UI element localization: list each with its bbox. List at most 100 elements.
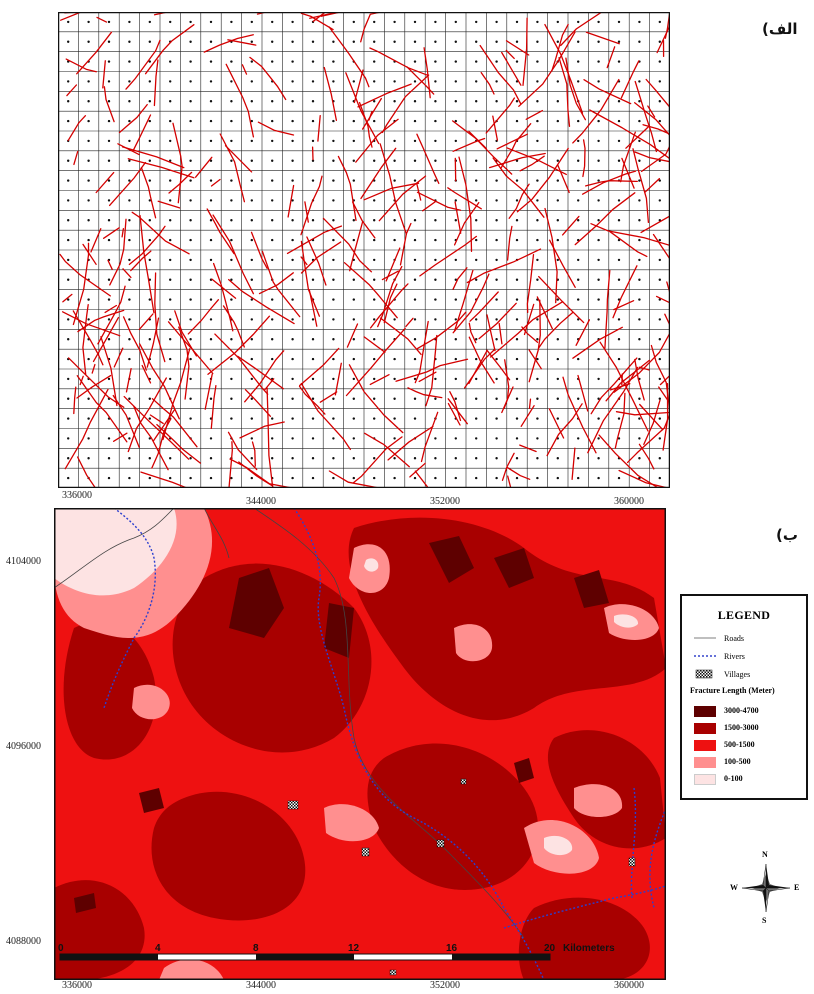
grid-centroid-dot	[413, 60, 417, 63]
grid-centroid-dot	[230, 159, 233, 162]
grid-centroid-dot	[250, 397, 253, 400]
fracture-line	[96, 16, 108, 23]
grid-centroid-dot	[291, 357, 294, 361]
grid-centroid-dot	[209, 397, 213, 400]
fracture-line	[61, 311, 121, 337]
grid-centroid-dot	[250, 80, 253, 83]
grid-centroid-dot	[577, 80, 580, 83]
grid-centroid-dot	[577, 219, 580, 222]
grid-centroid-dot	[577, 357, 580, 361]
grid-centroid-dot	[475, 397, 478, 400]
grid-centroid-dot	[556, 377, 559, 381]
grid-centroid-dot	[128, 238, 131, 242]
grid-centroid-dot	[556, 80, 559, 83]
grid-centroid-dot	[87, 159, 90, 162]
grid-centroid-dot	[434, 159, 437, 162]
fracture-line	[66, 84, 78, 97]
grid-centroid-dot	[597, 238, 600, 242]
fracture-line	[419, 235, 478, 277]
bottom-ytick-1: 4104000	[6, 556, 41, 567]
grid-centroid-dot	[393, 159, 396, 162]
fracture-line	[537, 311, 574, 349]
fracture-line	[620, 60, 640, 99]
fracture-line	[76, 375, 128, 443]
grid-centroid-dot	[87, 417, 90, 420]
fracture-line	[572, 326, 623, 359]
grid-centroid-dot	[271, 139, 274, 143]
compass-n: N	[762, 850, 768, 859]
fracture-line	[138, 343, 180, 420]
fracture-line	[172, 122, 183, 204]
fracture-line	[420, 411, 439, 463]
grid-centroid-dot	[515, 298, 519, 301]
grid-centroid-dot	[556, 199, 559, 202]
grid-centroid-dot	[536, 179, 539, 182]
fracture-line	[328, 26, 370, 88]
grid-centroid-dot	[658, 139, 661, 143]
fracture-line	[506, 225, 513, 261]
fracture-line	[239, 421, 285, 439]
grid-centroid-dot	[67, 179, 70, 182]
fracture-line	[406, 66, 435, 95]
fracture-line	[501, 452, 515, 481]
fracture-line	[605, 359, 650, 402]
fracture-line	[144, 24, 195, 75]
grid-centroid-dot	[128, 179, 131, 182]
grid-centroid-dot	[67, 417, 70, 420]
fracture-line	[131, 211, 190, 255]
fracture-line	[521, 326, 539, 343]
grid-centroid-dot	[658, 20, 661, 24]
legend-class-4: 100-500	[724, 757, 751, 766]
fracture-line	[551, 23, 569, 72]
fracture-line	[590, 357, 638, 415]
grid-centroid-dot	[311, 417, 315, 420]
grid-centroid-dot	[169, 119, 172, 123]
grid-centroid-dot	[495, 179, 498, 182]
grid-centroid-dot	[454, 119, 457, 123]
grid-centroid-dot	[658, 258, 661, 262]
grid-centroid-dot	[536, 119, 539, 123]
grid-centroid-dot	[475, 60, 478, 63]
fracture-line	[64, 388, 109, 470]
grid-centroid-dot	[434, 318, 437, 321]
grid-centroid-dot	[495, 100, 498, 103]
grid-centroid-dot	[311, 318, 315, 321]
grid-centroid-dot	[291, 457, 294, 460]
fracture-line	[67, 357, 125, 408]
grid-centroid-dot	[67, 298, 70, 301]
grid-centroid-dot	[597, 377, 600, 381]
grid-centroid-dot	[148, 60, 151, 63]
fracture-line	[606, 46, 616, 69]
fracture-line	[72, 310, 104, 366]
grid-centroid-dot	[413, 199, 417, 202]
grid-centroid-dot	[556, 258, 559, 262]
grid-centroid-dot	[597, 100, 600, 103]
fracture-line	[139, 214, 155, 314]
fracture-line	[452, 273, 490, 334]
grid-centroid-dot	[638, 119, 641, 123]
grid-centroid-dot	[291, 40, 294, 43]
grid-centroid-dot	[148, 397, 151, 400]
fracture-line	[351, 201, 376, 239]
grid-centroid-dot	[536, 80, 539, 83]
grid-centroid-dot	[556, 219, 559, 222]
grid-centroid-dot	[189, 80, 192, 83]
grid-centroid-dot	[597, 139, 600, 143]
grid-centroid-dot	[475, 476, 478, 480]
grid-centroid-dot	[128, 417, 131, 420]
grid-centroid-dot	[577, 258, 580, 262]
fracture-line	[659, 374, 670, 386]
grid-centroid-dot	[658, 298, 661, 301]
grid-centroid-dot	[209, 20, 213, 24]
grid-centroid-dot	[250, 258, 253, 262]
fracture-line	[337, 155, 357, 222]
grid-centroid-dot	[617, 437, 621, 440]
fracture-line	[122, 268, 132, 279]
grid-centroid-dot	[67, 476, 70, 480]
grid-centroid-dot	[658, 357, 661, 361]
grid-centroid-dot	[515, 238, 519, 242]
grid-centroid-dot	[475, 457, 478, 460]
fracture-line	[505, 40, 530, 56]
grid-centroid-dot	[291, 119, 294, 123]
grid-centroid-dot	[332, 60, 335, 63]
